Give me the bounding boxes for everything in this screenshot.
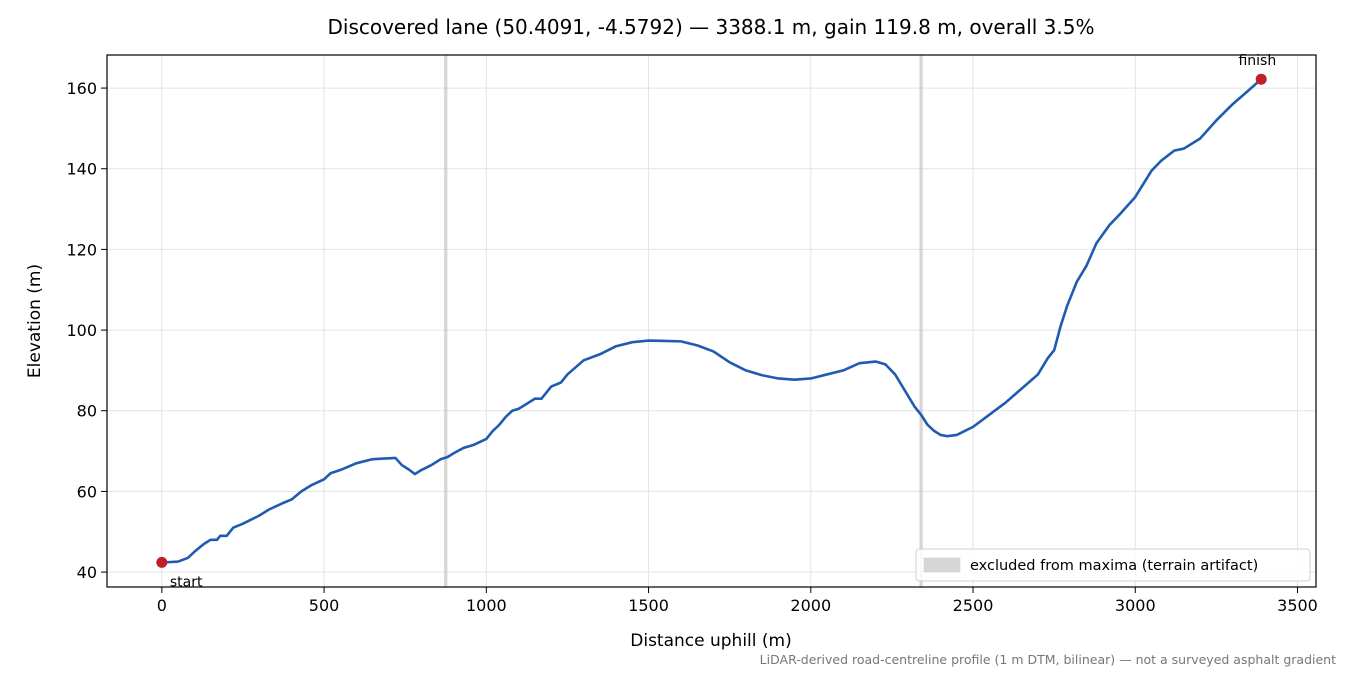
plot-frame xyxy=(106,54,1317,588)
excluded-band xyxy=(919,55,923,587)
finish-label: finish xyxy=(1238,53,1276,69)
start-label: start xyxy=(170,574,203,590)
chart-title: Discovered lane (50.4091, -4.5792) — 338… xyxy=(327,15,1094,39)
x-tick-label: 1500 xyxy=(628,596,669,615)
y-tick-label: 120 xyxy=(66,240,97,259)
y-tick-label: 140 xyxy=(66,160,97,179)
x-tick-label: 2500 xyxy=(953,596,994,615)
legend-label: excluded from maxima (terrain artifact) xyxy=(970,558,1258,574)
start-marker xyxy=(156,556,168,568)
y-tick-label: 40 xyxy=(77,563,97,582)
x-tick-label: 3000 xyxy=(1115,596,1156,615)
footnote: LiDAR-derived road-centreline profile (1… xyxy=(760,652,1336,667)
x-tick-label: 1000 xyxy=(466,596,507,615)
y-tick-label: 60 xyxy=(77,482,97,501)
x-axis-label: Distance uphill (m) xyxy=(630,631,791,651)
x-tick-label: 500 xyxy=(309,596,340,615)
finish-marker xyxy=(1255,73,1267,85)
excluded-band xyxy=(444,55,448,587)
x-tick-label: 0 xyxy=(157,596,167,615)
legend-box xyxy=(915,548,1311,582)
y-tick-label: 100 xyxy=(66,321,97,340)
elevation-line xyxy=(161,78,1263,564)
y-tick-label: 160 xyxy=(66,79,97,98)
x-tick-label: 2000 xyxy=(790,596,831,615)
y-tick-label: 80 xyxy=(77,402,97,421)
legend-swatch xyxy=(923,557,961,573)
y-axis-label: Elevation (m) xyxy=(25,264,45,378)
x-tick-label: 3500 xyxy=(1277,596,1318,615)
